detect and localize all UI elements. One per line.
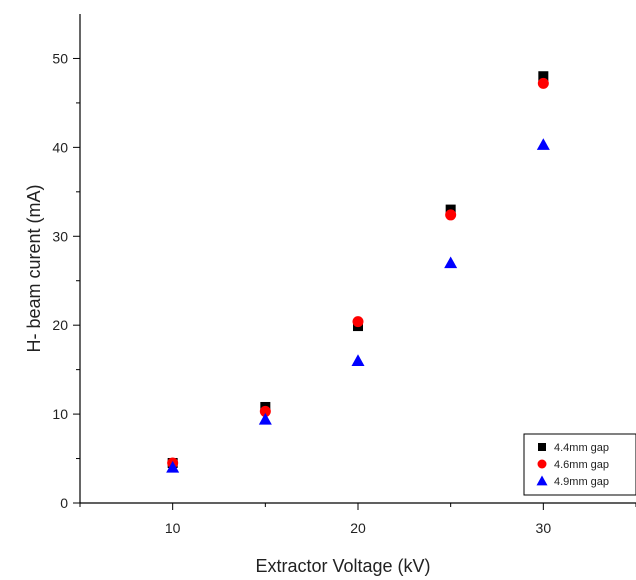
legend-marker: [538, 443, 546, 451]
data-point: [351, 354, 365, 366]
legend-marker: [536, 475, 548, 486]
x-axis-title: Extractor Voltage (kV): [255, 556, 430, 576]
data-point: [445, 209, 457, 221]
data-points: [166, 71, 550, 473]
legend-label: 4.9mm gap: [554, 476, 609, 488]
y-tick-label: 0: [60, 495, 68, 511]
y-tick-label: 50: [52, 50, 68, 66]
legend-label: 4.4mm gap: [554, 442, 609, 454]
legend-marker: [537, 459, 547, 469]
legend-label: 4.6mm gap: [554, 459, 609, 471]
data-point: [444, 256, 458, 269]
y-tick-label: 10: [52, 406, 68, 422]
data-point: [536, 138, 550, 150]
x-tick-label: 30: [536, 520, 552, 536]
data-point: [538, 71, 549, 82]
y-tick-label: 30: [52, 228, 68, 244]
y-tick-label: 20: [52, 317, 68, 333]
data-point: [258, 412, 272, 425]
y-tick-label: 40: [52, 139, 68, 155]
x-tick-label: 20: [350, 520, 366, 536]
y-axis-title: H- beam curent (mA): [24, 184, 44, 352]
x-tick-label: 10: [165, 520, 181, 536]
axes: [79, 14, 636, 504]
ticks: 10 20 30 0 10 20 30 40 50: [52, 50, 636, 536]
data-point: [259, 405, 271, 417]
data-point: [537, 77, 549, 89]
legend: 4.4mm gap 4.6mm gap 4.9mm gap: [523, 433, 636, 496]
data-point: [166, 460, 180, 473]
data-point: [352, 316, 364, 328]
